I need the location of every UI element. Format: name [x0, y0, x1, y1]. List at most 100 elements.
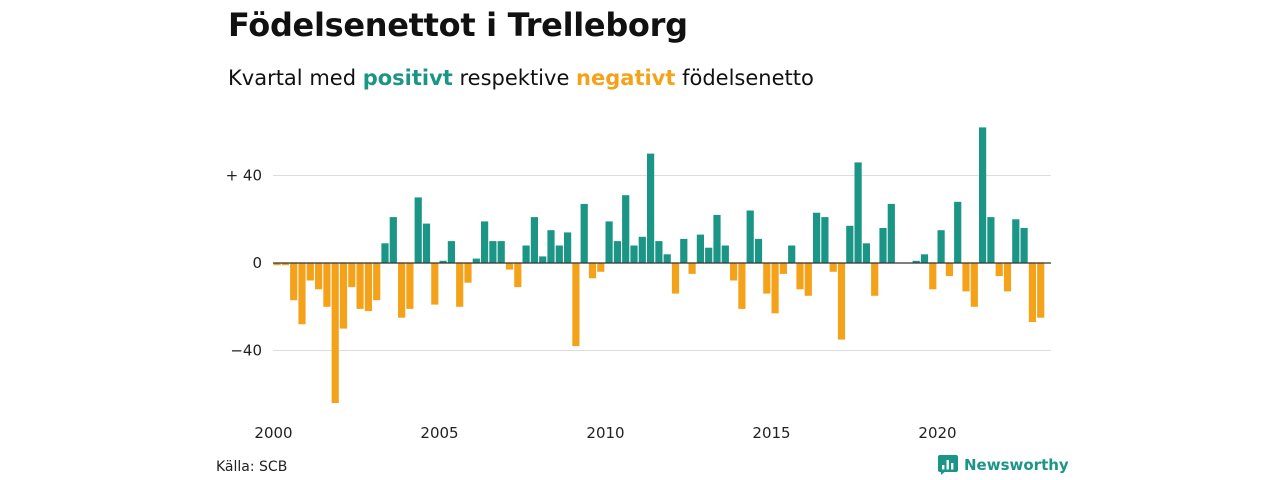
chart-title: Födelsenettot i Trelleborg — [228, 6, 688, 44]
bar-positive — [613, 241, 621, 263]
bar-positive — [381, 243, 389, 263]
bar-positive — [862, 243, 870, 263]
bar-negative — [464, 263, 472, 283]
bar-positive — [788, 245, 796, 263]
bar-negative — [373, 263, 381, 301]
bar-negative — [505, 263, 514, 270]
bar-positive — [854, 162, 862, 263]
bar-negative — [572, 263, 580, 347]
bar-positive — [655, 241, 663, 263]
bar-negative — [995, 263, 1003, 277]
bar-positive — [389, 217, 397, 263]
bar-negative — [298, 263, 306, 325]
bar-negative — [730, 263, 738, 281]
bar-negative — [970, 263, 978, 307]
bar-positive — [605, 221, 613, 263]
bar-negative — [356, 263, 364, 309]
bar-positive — [489, 241, 497, 263]
bar-negative — [281, 263, 289, 266]
bar-positive — [447, 241, 455, 263]
bar-positive — [705, 247, 713, 263]
bar-negative — [514, 263, 522, 288]
bar-negative — [1003, 263, 1012, 292]
bar-negative — [871, 263, 879, 296]
bar-negative — [398, 263, 406, 318]
bar-positive — [530, 217, 538, 263]
bar-negative — [290, 263, 298, 301]
y-tick-label: −40 — [230, 342, 262, 360]
axes: + 40 0 −40 2000 2005 2010 2015 2020 — [226, 167, 1051, 442]
bar-positive — [497, 241, 505, 263]
bar-negative — [671, 263, 680, 294]
bar-positive — [414, 197, 422, 263]
bar-positive — [1012, 219, 1020, 264]
bar-negative — [273, 263, 281, 266]
bar-chart-logo-icon — [938, 455, 958, 475]
bar-positive — [564, 232, 572, 263]
bar-negative — [406, 263, 414, 309]
bar-positive — [713, 214, 721, 263]
bar-negative — [962, 263, 970, 292]
bar-positive — [663, 254, 671, 264]
bar-negative — [1028, 263, 1036, 323]
bar-negative — [837, 263, 846, 340]
bar-negative — [323, 263, 331, 307]
bar-negative — [763, 263, 771, 294]
bar-negative — [804, 263, 812, 296]
bar-positive — [630, 245, 638, 263]
bar-negative — [348, 263, 356, 288]
chart-subtitle: Kvartal med positivt respektive negativt… — [228, 66, 814, 90]
bars — [273, 127, 1045, 403]
x-tick-label: 2010 — [586, 424, 624, 442]
bar-negative — [339, 263, 348, 329]
bar-positive — [439, 260, 447, 263]
bar-negative — [588, 263, 597, 279]
bar-positive — [539, 256, 547, 263]
bar-positive — [555, 245, 563, 263]
bar-negative — [306, 263, 314, 281]
bar-positive — [622, 195, 630, 263]
x-tick-label: 2020 — [918, 424, 956, 442]
bar-negative — [315, 263, 323, 290]
bar-positive — [746, 210, 754, 263]
bar-positive — [887, 203, 895, 263]
bar-positive — [422, 223, 431, 263]
bar-negative — [1037, 263, 1045, 318]
bar-positive — [472, 258, 480, 263]
bar-positive — [754, 238, 763, 263]
brand-name: Newsworthy — [964, 456, 1069, 474]
bar-negative — [945, 263, 953, 277]
bar-negative — [796, 263, 804, 290]
legend-positive: positivt — [362, 66, 453, 90]
bar-positive — [920, 254, 929, 264]
bar-positive — [680, 238, 688, 263]
subtitle-suffix: födelsenetto — [675, 66, 814, 90]
bar-positive — [481, 221, 489, 263]
bar-positive — [547, 230, 555, 263]
bar-positive — [721, 245, 729, 263]
bar-positive — [879, 228, 887, 263]
bar-negative — [779, 263, 787, 274]
bar-positive — [846, 225, 854, 263]
bar-positive — [821, 217, 829, 263]
subtitle-prefix: Kvartal med — [228, 66, 363, 90]
bar-positive — [813, 212, 821, 263]
y-tick-label: + 40 — [226, 167, 262, 185]
bar-positive — [979, 127, 987, 264]
bar-positive — [912, 260, 920, 263]
brand-logo[interactable]: Newsworthy — [938, 455, 1069, 475]
grid-lines — [273, 175, 1051, 351]
bar-positive — [580, 203, 588, 263]
x-tick-label: 2000 — [254, 424, 292, 442]
bar-negative — [738, 263, 746, 309]
bar-negative — [771, 263, 779, 314]
bar-negative — [331, 263, 339, 403]
bar-negative — [829, 263, 837, 272]
bar-positive — [638, 236, 646, 264]
source-note: Källa: SCB — [216, 459, 288, 475]
bar-positive — [696, 234, 704, 263]
y-tick-label: 0 — [252, 254, 262, 272]
bar-negative — [597, 263, 605, 272]
subtitle-middle: respektive — [452, 66, 577, 90]
